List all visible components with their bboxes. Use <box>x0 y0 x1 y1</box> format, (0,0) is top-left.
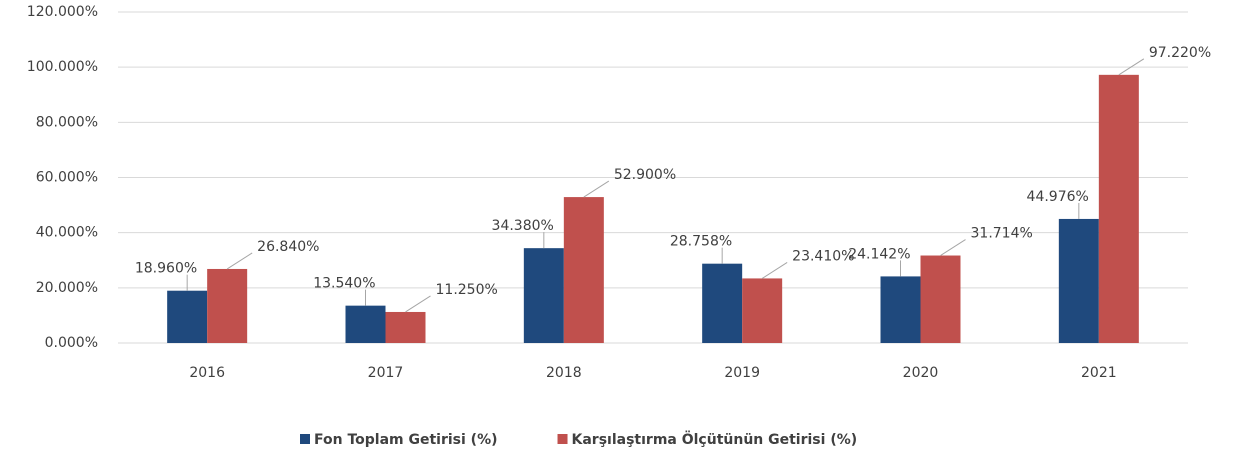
y-tick-label: 0.000% <box>45 335 98 351</box>
x-tick-label: 2018 <box>546 365 582 381</box>
bar <box>207 268 248 343</box>
bar <box>702 263 743 343</box>
data-label: 24.142% <box>848 246 910 262</box>
data-label: 13.540% <box>313 276 375 292</box>
bar <box>742 278 783 343</box>
bar <box>385 311 426 343</box>
bar <box>920 255 961 343</box>
legend-label: Karşılaştırma Ölçütünün Getirisi (%) <box>572 430 858 448</box>
leader-line <box>226 252 253 270</box>
bar <box>1058 218 1099 343</box>
x-tick-label: 2021 <box>1081 365 1117 381</box>
leader-line <box>583 180 610 198</box>
bar <box>167 290 208 343</box>
legend-swatch <box>300 434 310 444</box>
bar <box>563 197 604 343</box>
data-label: 26.840% <box>257 239 319 255</box>
leader-line <box>405 295 431 313</box>
data-label: 11.250% <box>436 282 498 298</box>
leader-line <box>1118 58 1145 76</box>
x-tick-label: 2020 <box>903 365 939 381</box>
leader-line <box>761 262 788 279</box>
data-label: 18.960% <box>135 261 197 277</box>
x-tick-label: 2019 <box>724 365 760 381</box>
bar <box>880 276 921 343</box>
x-tick-label: 2017 <box>368 365 404 381</box>
bar <box>345 305 386 343</box>
bar <box>1098 74 1139 343</box>
leader-line <box>940 239 966 256</box>
data-label: 28.758% <box>670 234 732 250</box>
data-label: 31.714% <box>971 226 1033 242</box>
x-tick-label: 2016 <box>189 365 225 381</box>
data-label: 97.220% <box>1149 45 1211 61</box>
data-label: 23.410% <box>792 248 854 264</box>
data-label: 52.900% <box>614 167 676 183</box>
y-tick-label: 20.000% <box>36 280 98 296</box>
legend-label: Fon Toplam Getirisi (%) <box>314 432 498 448</box>
bar <box>523 248 564 343</box>
y-tick-label: 120.000% <box>27 4 98 20</box>
data-label: 34.380% <box>492 218 554 234</box>
legend-swatch <box>557 434 568 444</box>
y-tick-label: 60.000% <box>36 170 98 186</box>
data-label: 44.976% <box>1027 189 1089 205</box>
y-tick-label: 80.000% <box>36 114 98 130</box>
y-tick-label: 40.000% <box>36 225 98 241</box>
y-tick-label: 100.000% <box>27 59 98 75</box>
